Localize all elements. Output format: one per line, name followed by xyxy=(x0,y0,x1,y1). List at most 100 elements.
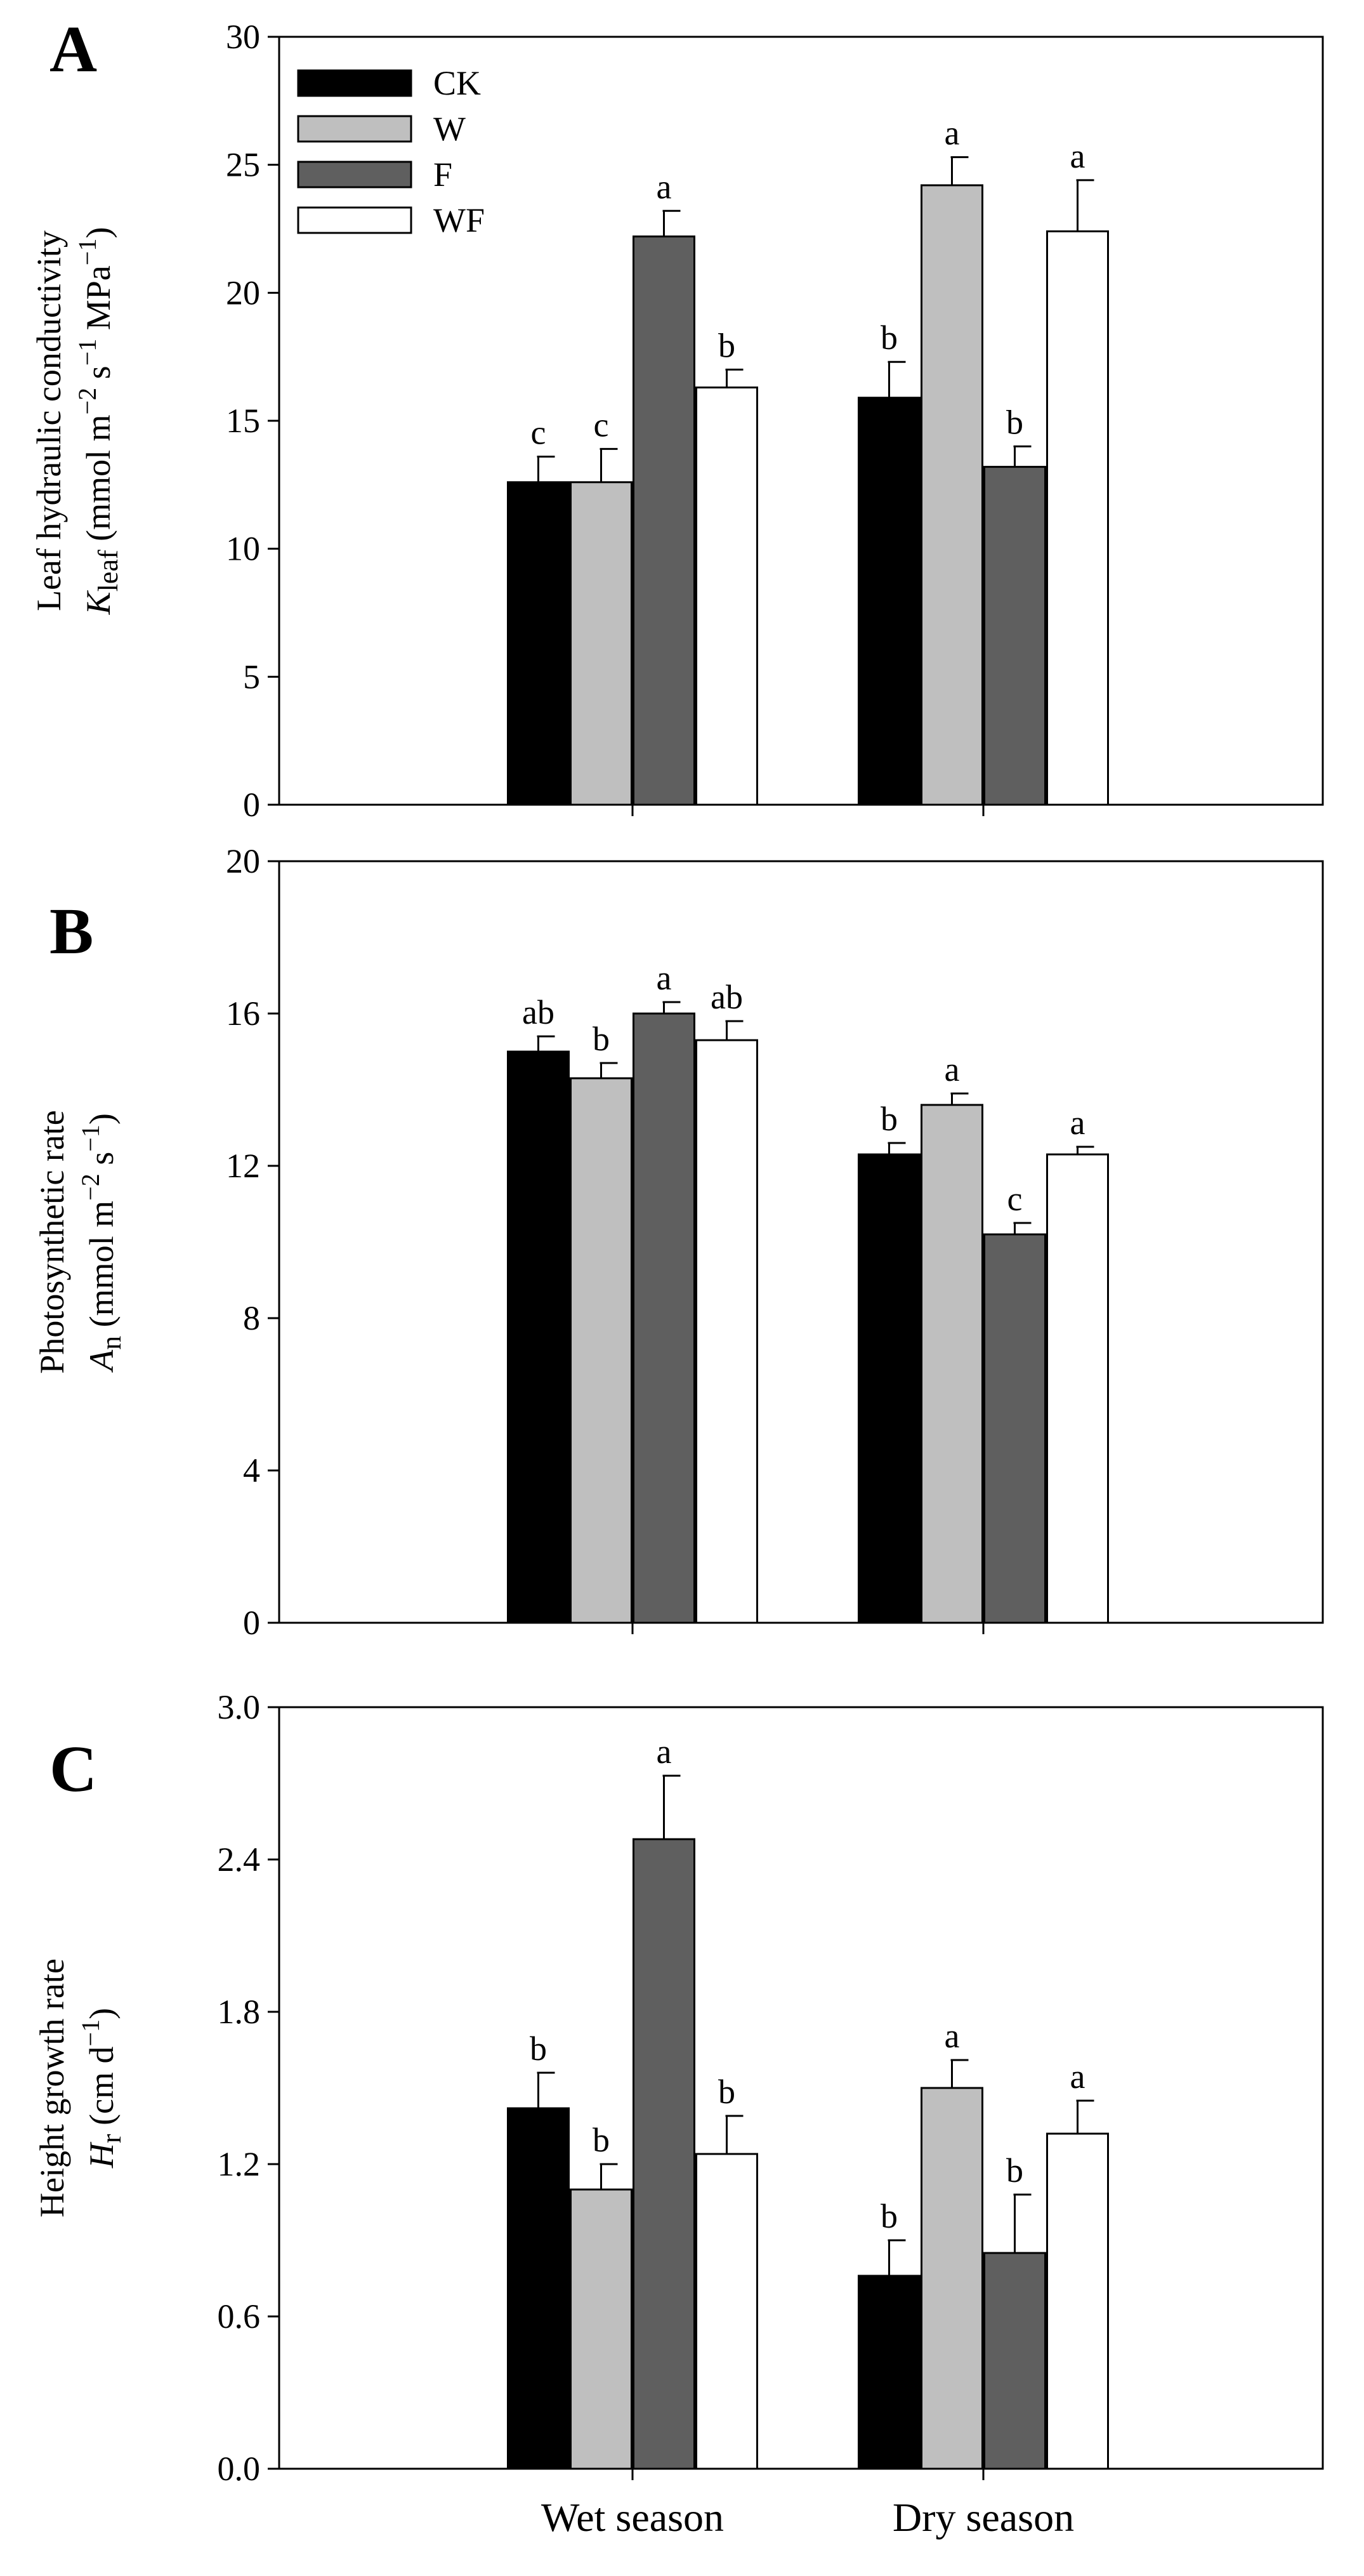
panel-a-bar-f-wet xyxy=(633,235,695,806)
panel-c-ylabel-line1: Height growth rate xyxy=(33,1958,71,2217)
panel-a-ytick-label: 0 xyxy=(243,786,260,824)
panel-b-plot-frame xyxy=(278,860,1324,1624)
panel-a-ticks: 0 5 10 15 20 25 30 xyxy=(226,18,985,824)
panel-a-ylabel-line2: Kleaf (mmol m−2 s−1 MPa−1) xyxy=(73,227,124,616)
panel-b-significance-letter: a xyxy=(657,959,672,997)
panel-b-y-axis-label: Photosynthetic rate An (mmol m−2 s−1) xyxy=(33,1110,127,1373)
legend-label-ck: CK xyxy=(433,64,481,102)
panel-b-bar-ck-dry xyxy=(858,1153,921,1624)
panel-a-ytick-label: 30 xyxy=(226,18,260,56)
panel-a-bar-wf-dry xyxy=(1046,230,1109,806)
panel-a-legend: CK WF WF xyxy=(297,64,485,239)
panel-c-significance-letter: a xyxy=(1070,2057,1085,2096)
panel-b-ylabel-subscript: n xyxy=(96,1336,127,1350)
panel-c: C 0.0 0.6 1.2 1.8 2.4 3.0 b b b a a b b a Height gro… xyxy=(33,1688,1324,2488)
panel-a-y-axis-label: Leaf hydraulic conductivity Kleaf (mmol … xyxy=(30,227,124,616)
legend-swatch-w xyxy=(297,115,412,143)
panel-c-significance-letter: b xyxy=(530,2030,547,2068)
panel-c-significance-letter: a xyxy=(657,1733,672,1771)
panel-b-significance-letter: a xyxy=(1070,1104,1085,1142)
panel-a-significance-letter: c xyxy=(594,406,609,444)
panel-c-ytick-label: 3.0 xyxy=(218,1688,261,1726)
panel-a-ytick-label: 10 xyxy=(226,530,260,568)
panel-letter-a: A xyxy=(49,13,97,86)
panel-a-bar-f-dry xyxy=(983,466,1046,806)
panel-a-ytick-label: 25 xyxy=(226,146,260,184)
panel-a-significance-letter: a xyxy=(1070,137,1085,175)
panel-b-bar-f-wet xyxy=(633,1012,695,1624)
panel-c-bar-w-wet xyxy=(570,2188,633,2470)
x-category-wet-season: Wet season xyxy=(541,2495,724,2540)
panel-a-significance-letter: a xyxy=(657,168,672,206)
panel-c-y-axis-label: Height growth rate Hr (cm d−1) xyxy=(33,1958,127,2217)
panel-a-significance-letter: c xyxy=(531,413,546,451)
panel-c-bar-ck-wet xyxy=(507,2107,570,2470)
panel-a-significance-letter: b xyxy=(1006,403,1023,441)
panel-a-ylabel-line1: Leaf hydraulic conductivity xyxy=(30,230,68,611)
panel-c-significance-letter: b xyxy=(881,2197,898,2235)
panel-c-significance-letter: a xyxy=(945,2017,960,2055)
panel-c-ytick-label: 2.4 xyxy=(218,1840,261,1879)
panel-c-bars: b b b a a b b a xyxy=(507,1733,1109,2470)
legend-label-wf: WF xyxy=(433,201,485,239)
panel-b-bar-f-dry xyxy=(983,1233,1046,1624)
panel-b-significance-letter: ab xyxy=(711,978,743,1016)
panel-c-significance-letter: b xyxy=(1006,2151,1023,2190)
panel-b-significance-letter: c xyxy=(1007,1180,1023,1218)
panel-b-ytick-label: 12 xyxy=(226,1147,260,1185)
panel-c-ylabel-subscript: r xyxy=(96,2134,127,2143)
panel-a-bar-w-dry xyxy=(921,184,983,806)
panel-a-bars: c b c a a b b a xyxy=(507,114,1109,806)
panel-c-ylabel-line2: Hr (cm d−1) xyxy=(76,2008,127,2169)
panel-a-bar-w-wet xyxy=(570,481,633,806)
panel-a-ylabel-symbol: K xyxy=(79,590,117,615)
panel-b-significance-letter: b xyxy=(593,1020,610,1058)
panel-letter-c: C xyxy=(49,1733,97,1806)
panel-a: A 0 5 10 15 20 25 30 c b c a a b b a CK WF WF Leaf hydr… xyxy=(30,13,1324,824)
panel-a-ytick-label: 20 xyxy=(226,274,260,312)
panel-a-significance-letter: b xyxy=(881,319,898,357)
panel-c-ytick-label: 0.6 xyxy=(218,2297,261,2335)
panel-b-ylabel-line2: An (mmol m−2 s−1) xyxy=(76,1113,127,1373)
panel-b-bar-w-dry xyxy=(921,1104,983,1624)
panel-b-ytick-label: 0 xyxy=(243,1604,260,1642)
panel-b-significance-letter: a xyxy=(945,1050,960,1088)
panel-b-bars: ab b b a a c ab a xyxy=(507,959,1109,1624)
panel-c-ticks: 0.0 0.6 1.2 1.8 2.4 3.0 xyxy=(218,1688,985,2488)
panel-b-ytick-label: 20 xyxy=(226,842,260,880)
panel-c-bar-f-wet xyxy=(633,1838,695,2470)
panel-b-significance-letter: b xyxy=(881,1100,898,1138)
panel-c-ylabel-symbol: H xyxy=(82,2141,121,2169)
panel-b-ticks: 0 4 8 12 16 20 xyxy=(226,842,985,1642)
panel-a-bar-ck-wet xyxy=(507,481,570,806)
panel-b-ylabel-line1: Photosynthetic rate xyxy=(33,1110,71,1373)
panel-c-bar-wf-wet xyxy=(695,2153,758,2470)
panel-c-bar-f-dry xyxy=(983,2252,1046,2470)
panel-a-ytick-label: 15 xyxy=(226,402,260,440)
panel-letter-b: B xyxy=(49,895,93,968)
panel-c-bar-ck-dry xyxy=(858,2275,921,2470)
panel-b-ylabel-symbol: A xyxy=(82,1349,121,1373)
panel-c-significance-letter: b xyxy=(593,2121,610,2159)
panel-c-bar-wf-dry xyxy=(1046,2132,1109,2470)
panel-c-significance-letter: b xyxy=(718,2073,735,2111)
panel-b: B 0 4 8 12 16 20 ab b b a a c ab a Photosynthetic ra… xyxy=(33,842,1324,1642)
panel-a-significance-letter: b xyxy=(718,326,735,364)
panel-b-bar-wf-wet xyxy=(695,1039,758,1624)
panel-a-ytick-label: 5 xyxy=(243,657,260,696)
panel-c-bar-w-dry xyxy=(921,2087,983,2470)
panel-b-ytick-label: 16 xyxy=(226,994,260,1033)
legend-swatch-f xyxy=(297,161,412,188)
legend-swatch-ck xyxy=(297,69,412,97)
panel-c-ytick-label: 0.0 xyxy=(218,2450,261,2488)
x-axis-categories: Wet season Dry season xyxy=(541,2495,1074,2540)
panel-b-ytick-label: 8 xyxy=(243,1299,260,1337)
panel-a-bar-ck-dry xyxy=(858,397,921,806)
panel-c-ytick-label: 1.2 xyxy=(218,2145,261,2183)
legend-label-w: W xyxy=(433,110,466,148)
x-category-dry-season: Dry season xyxy=(893,2495,1074,2540)
panel-a-bar-wf-wet xyxy=(695,386,758,806)
panel-b-bar-wf-dry xyxy=(1046,1153,1109,1624)
panel-c-ytick-label: 1.8 xyxy=(218,1993,261,2031)
panel-a-significance-letter: a xyxy=(945,114,960,152)
